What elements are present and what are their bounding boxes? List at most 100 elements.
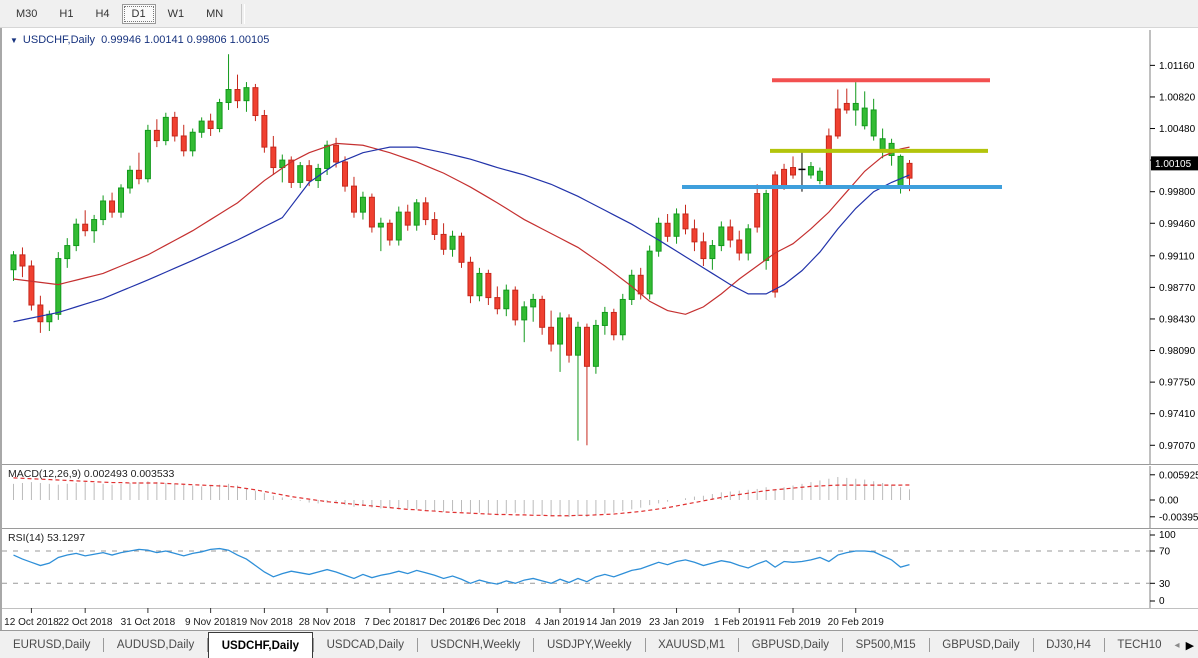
tab-scroll-arrows: ◂ ▶	[1175, 631, 1198, 658]
candle-body	[440, 233, 447, 250]
candle-body	[37, 304, 44, 323]
candle-body	[628, 274, 635, 300]
timeframe-button-m30[interactable]: M30	[16, 7, 38, 20]
price-axis-label: 0.98430	[1159, 314, 1196, 325]
candle-body	[619, 298, 626, 336]
tab-separator	[103, 638, 104, 652]
chart-tab-eurusd-daily[interactable]: EURUSD,Daily	[13, 639, 91, 651]
candle-body	[825, 135, 832, 188]
candle-body	[530, 298, 537, 308]
candle-body	[216, 102, 223, 130]
chart-tab-gbpusd-daily[interactable]: GBPUSD,Daily	[751, 639, 830, 651]
price-axis-label: 1.01160	[1159, 61, 1195, 72]
candle-body	[73, 223, 80, 247]
candle-body	[691, 228, 698, 243]
candle-body	[261, 115, 268, 148]
ma-fast-line	[13, 142, 910, 315]
chart-tab-tech10[interactable]: TECH10	[1117, 639, 1162, 651]
date-label: 19 Nov 2018	[236, 617, 293, 628]
price-axis-label: 0.99800	[1159, 187, 1196, 198]
timeframe-button-h4[interactable]: H4	[95, 7, 110, 20]
rsi-axis-label: 0	[1159, 596, 1165, 607]
price-pane[interactable]: 1.011601.008201.004801.001400.998000.994…	[2, 30, 1198, 464]
chart-tab-gbpusd-daily[interactable]: GBPUSD,Daily	[942, 639, 1020, 651]
chart-window[interactable]: 1.011601.008201.004801.001400.998000.994…	[0, 28, 1198, 630]
candle-body	[297, 165, 304, 183]
candle-body	[852, 102, 859, 111]
candle-body	[494, 297, 501, 310]
tab-separator	[1103, 638, 1105, 652]
chart-tab-usdchf-daily[interactable]: USDCHF,Daily	[207, 632, 314, 658]
macd-axis-label: 0.00	[1159, 496, 1179, 507]
candle-body	[28, 265, 35, 306]
candle-body	[413, 202, 420, 226]
tab-separator	[533, 638, 534, 652]
candle-body	[288, 159, 295, 183]
candle-body	[781, 168, 788, 187]
candle-body	[135, 169, 142, 180]
tab-separator	[207, 638, 208, 652]
chart-tab-sp500-m15[interactable]: SP500,M15	[855, 639, 916, 651]
candle-body	[709, 245, 716, 260]
date-label: 26 Dec 2018	[469, 617, 526, 628]
date-label: 4 Jan 2019	[535, 617, 585, 628]
timeframe-button-h1[interactable]: H1	[59, 7, 74, 20]
candle-body	[377, 222, 384, 228]
timeframe-button-w1[interactable]: W1	[167, 7, 185, 20]
date-label: 31 Oct 2018	[121, 617, 176, 628]
rsi-header: RSI(14) 53.1297	[8, 532, 86, 544]
candle-body	[207, 120, 214, 130]
price-axis-label: 0.99110	[1159, 251, 1195, 262]
candle-body	[574, 326, 581, 356]
candle-body	[171, 116, 178, 137]
price-axis-label: 0.97410	[1159, 409, 1196, 420]
candle-body	[198, 120, 205, 133]
candle-body	[646, 250, 653, 295]
timeframe-button-mn[interactable]: MN	[206, 7, 224, 20]
timeframe-button-d1[interactable]: D1	[121, 3, 156, 24]
chart-tab-dj30-h4[interactable]: DJ30,H4	[1046, 639, 1091, 651]
candle-body	[189, 131, 196, 152]
price-axis-label: 1.00820	[1159, 92, 1196, 103]
candle-body	[306, 165, 313, 182]
candle-body	[91, 219, 98, 232]
rsi-axis-label: 70	[1159, 547, 1171, 558]
candle-body	[234, 89, 241, 102]
candle-body	[539, 298, 546, 328]
candle-body	[682, 213, 689, 230]
date-label: 12 Oct 2018	[4, 617, 59, 628]
candle-body	[449, 235, 456, 250]
candle-body	[610, 311, 617, 336]
chart-tab-usdjpy-weekly[interactable]: USDJPY,Weekly	[546, 639, 632, 651]
timeframe-toolbar: M30 H1 H4 D1 W1 MN	[0, 0, 1198, 28]
rsi-pane[interactable]: 100 70 30 0	[2, 530, 1198, 608]
tab-separator	[644, 638, 646, 652]
candle-body	[10, 254, 17, 271]
price-axis-label: 0.97750	[1159, 378, 1196, 389]
candle-body	[816, 170, 823, 182]
date-label: 1 Feb 2019	[714, 617, 765, 628]
date-label: 28 Nov 2018	[299, 617, 356, 628]
candle-body	[754, 193, 761, 228]
current-price-tag	[1151, 156, 1198, 171]
price-axis-label: 0.98770	[1159, 283, 1196, 294]
chart-tab-xauusd-m1[interactable]: XAUUSD,M1	[658, 639, 726, 651]
chart-tab-audusd-daily[interactable]: AUDUSD,Daily	[116, 639, 195, 651]
chart-tab-usdcnh-weekly[interactable]: USDCNH,Weekly	[430, 639, 521, 651]
macd-axis-label: 0.005925	[1159, 470, 1198, 481]
date-label: 7 Dec 2018	[364, 617, 416, 628]
candle-body	[46, 313, 53, 323]
pane-separator[interactable]	[2, 464, 1198, 466]
date-label: 22 Oct 2018	[58, 617, 113, 628]
pane-separator[interactable]	[2, 528, 1198, 530]
candle-body	[548, 326, 555, 345]
date-label: 17 Dec 2018	[415, 617, 472, 628]
candle-body	[772, 174, 779, 293]
chart-dropdown-icon[interactable]: ▼	[10, 36, 18, 45]
tab-scroll-right-icon[interactable]: ▶	[1185, 639, 1195, 652]
tab-scroll-left-icon[interactable]: ◂	[1174, 639, 1180, 651]
rsi-line	[13, 547, 910, 585]
chart-tab-usdcad-daily[interactable]: USDCAD,Daily	[326, 639, 404, 651]
candle-body	[270, 146, 277, 169]
